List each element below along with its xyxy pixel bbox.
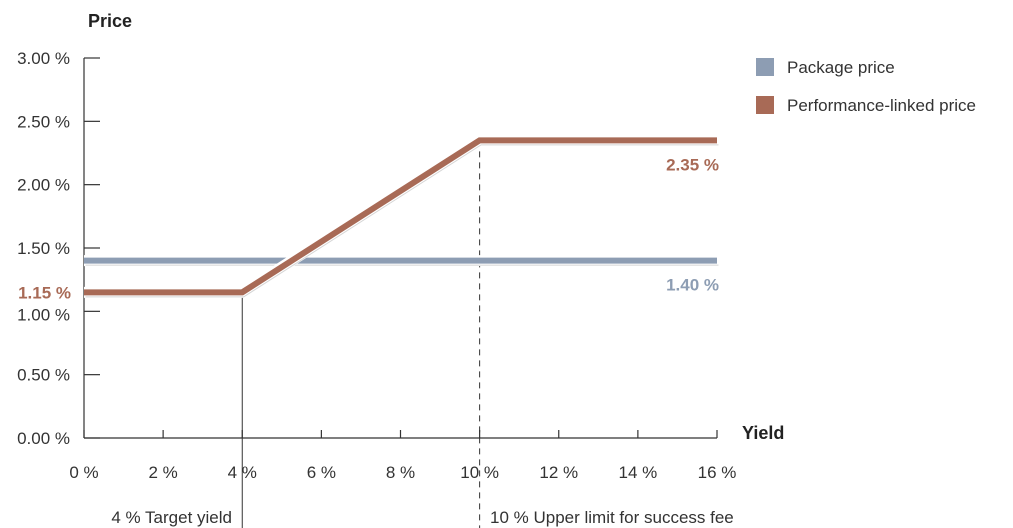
y-tick-label: 3.00 % bbox=[17, 49, 70, 68]
series-line bbox=[84, 137, 717, 296]
y-tick-label: 1.00 % bbox=[17, 305, 70, 324]
labels-layer: 4 % Target yield 10 % Upper limit for suc… bbox=[18, 155, 734, 527]
x-tick-label: 16 % bbox=[698, 463, 737, 482]
x-tick-label: 12 % bbox=[539, 463, 578, 482]
series-line-halo bbox=[84, 134, 717, 298]
annotation-text: 10 % Upper limit for success fee bbox=[490, 508, 734, 527]
axes: 0.00 % 0.50 % 1.00 % 1.50 % 2.00 % 2.50 % 3.00… bbox=[17, 11, 784, 528]
annotation-text: 4 % Target yield bbox=[111, 508, 232, 527]
legend-label: Performance-linked price bbox=[787, 96, 976, 115]
legend-label: Package price bbox=[787, 58, 895, 77]
series-layer bbox=[84, 134, 719, 298]
data-label-performance-end: 2.35 % bbox=[666, 155, 719, 174]
y-tick-label: 0.50 % bbox=[17, 366, 70, 385]
y-tick-label: 2.50 % bbox=[17, 112, 70, 131]
x-tick-label: 6 % bbox=[307, 463, 336, 482]
legend: Package price Performance-linked price bbox=[756, 58, 976, 115]
y-axis-title: Price bbox=[88, 11, 132, 31]
legend-swatch bbox=[756, 58, 774, 76]
x-tick-label: 0 % bbox=[69, 463, 98, 482]
x-axis-title: Yield bbox=[742, 423, 784, 443]
x-tick-label: 8 % bbox=[386, 463, 415, 482]
y-tick-label: 0.00 % bbox=[17, 429, 70, 448]
x-tick-label: 2 % bbox=[148, 463, 177, 482]
series-line-shadow bbox=[85, 144, 719, 298]
data-label-package: 1.40 % bbox=[666, 276, 719, 295]
legend-swatch bbox=[756, 96, 774, 114]
x-tick-label: 14 % bbox=[619, 463, 658, 482]
y-tick-label: 2.00 % bbox=[17, 176, 70, 195]
y-tick-label: 1.50 % bbox=[17, 239, 70, 258]
data-label-performance-start: 1.15 % bbox=[18, 283, 71, 302]
